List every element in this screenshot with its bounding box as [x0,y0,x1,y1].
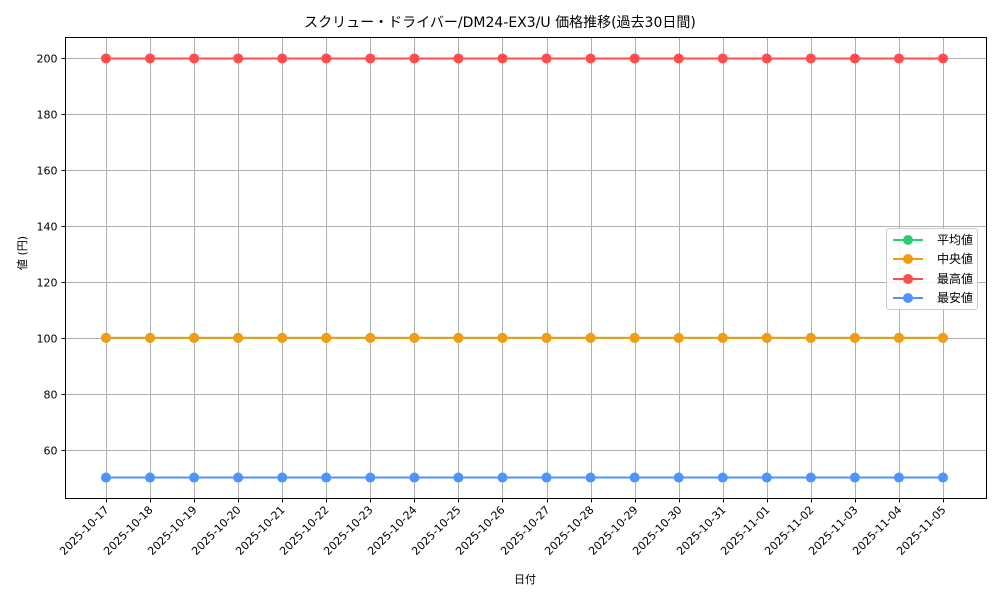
data-point [761,472,772,483]
y-tick-label: 200 [37,53,58,66]
series-2 [101,53,948,64]
data-point [189,332,200,343]
data-point [145,53,156,64]
legend-item-min: 最安値 [893,288,977,306]
data-point [938,53,948,64]
data-point [629,472,640,483]
data-point [805,332,816,343]
data-point [497,332,508,343]
data-point [145,332,156,343]
y-tick-label: 120 [37,277,58,290]
data-point [849,332,860,343]
data-point [101,472,111,483]
data-point [938,332,948,343]
data-point [321,332,332,343]
legend-marker-icon [903,254,913,264]
data-point [585,332,596,343]
data-point [101,53,111,64]
legend-marker-icon [903,293,913,303]
data-point [233,53,244,64]
data-point [365,472,376,483]
y-tick-label: 140 [37,221,58,234]
data-point [673,332,684,343]
legend-marker-icon [903,235,913,245]
data-point [189,53,200,64]
legend-item-median: 中央値 [893,249,977,267]
data-point [277,53,288,64]
data-point [453,53,464,64]
legend-label: 最安値 [937,291,974,305]
data-point [233,332,244,343]
data-point [497,53,508,64]
legend-label: 平均値 [937,233,974,247]
data-point [629,332,640,343]
plot-frame [65,37,987,499]
chart-title: スクリュー・ドライバー/DM24-EX3/U 価格推移(過去30日間) [304,15,696,31]
data-point [453,332,464,343]
x-axis-label: 日付 [514,573,536,586]
data-point [321,472,332,483]
y-tick-label: 80 [44,389,58,402]
data-point [145,472,156,483]
legend-label: 最高値 [937,272,974,286]
data-point [849,53,860,64]
y-axis-label: 値 (円) [16,235,29,270]
series-3 [101,472,948,483]
data-point [893,332,904,343]
legend-marker-icon [903,274,913,284]
data-point [585,53,596,64]
data-point [805,53,816,64]
legend: 平均値 中央値 最高値 最安値 [886,228,978,310]
data-point [277,472,288,483]
data-point [541,472,552,483]
data-point [893,472,904,483]
data-point [938,472,948,483]
data-point [409,472,420,483]
data-point [761,53,772,64]
data-point [233,472,244,483]
y-tick-label: 100 [37,333,58,346]
data-point [805,472,816,483]
data-point [321,53,332,64]
data-point [541,332,552,343]
data-point [893,53,904,64]
series-1 [101,332,948,343]
data-point [365,53,376,64]
data-point [717,332,728,343]
data-point [761,332,772,343]
data-point [277,332,288,343]
data-point [409,332,420,343]
y-tick-label: 160 [37,165,58,178]
data-point [673,472,684,483]
data-point [849,472,860,483]
data-point [497,472,508,483]
data-point [717,472,728,483]
data-point [673,53,684,64]
data-point [189,472,200,483]
data-point [629,53,640,64]
x-axis: 2025-10-172025-10-182025-10-192025-10-20… [57,498,949,558]
legend-label: 中央値 [937,252,974,266]
series-lines [101,53,948,483]
data-point [409,53,420,64]
data-point [585,472,596,483]
data-point [717,53,728,64]
y-tick-label: 60 [44,445,58,458]
legend-item-average: 平均値 [893,230,977,248]
grid-lines [65,37,987,499]
data-point [101,332,111,343]
y-tick-label: 180 [37,109,58,122]
legend-item-max: 最高値 [893,269,977,287]
data-point [365,332,376,343]
data-point [453,472,464,483]
data-point [541,53,552,64]
y-axis: 60 80 100 120 140 160 180 200 [37,53,66,458]
